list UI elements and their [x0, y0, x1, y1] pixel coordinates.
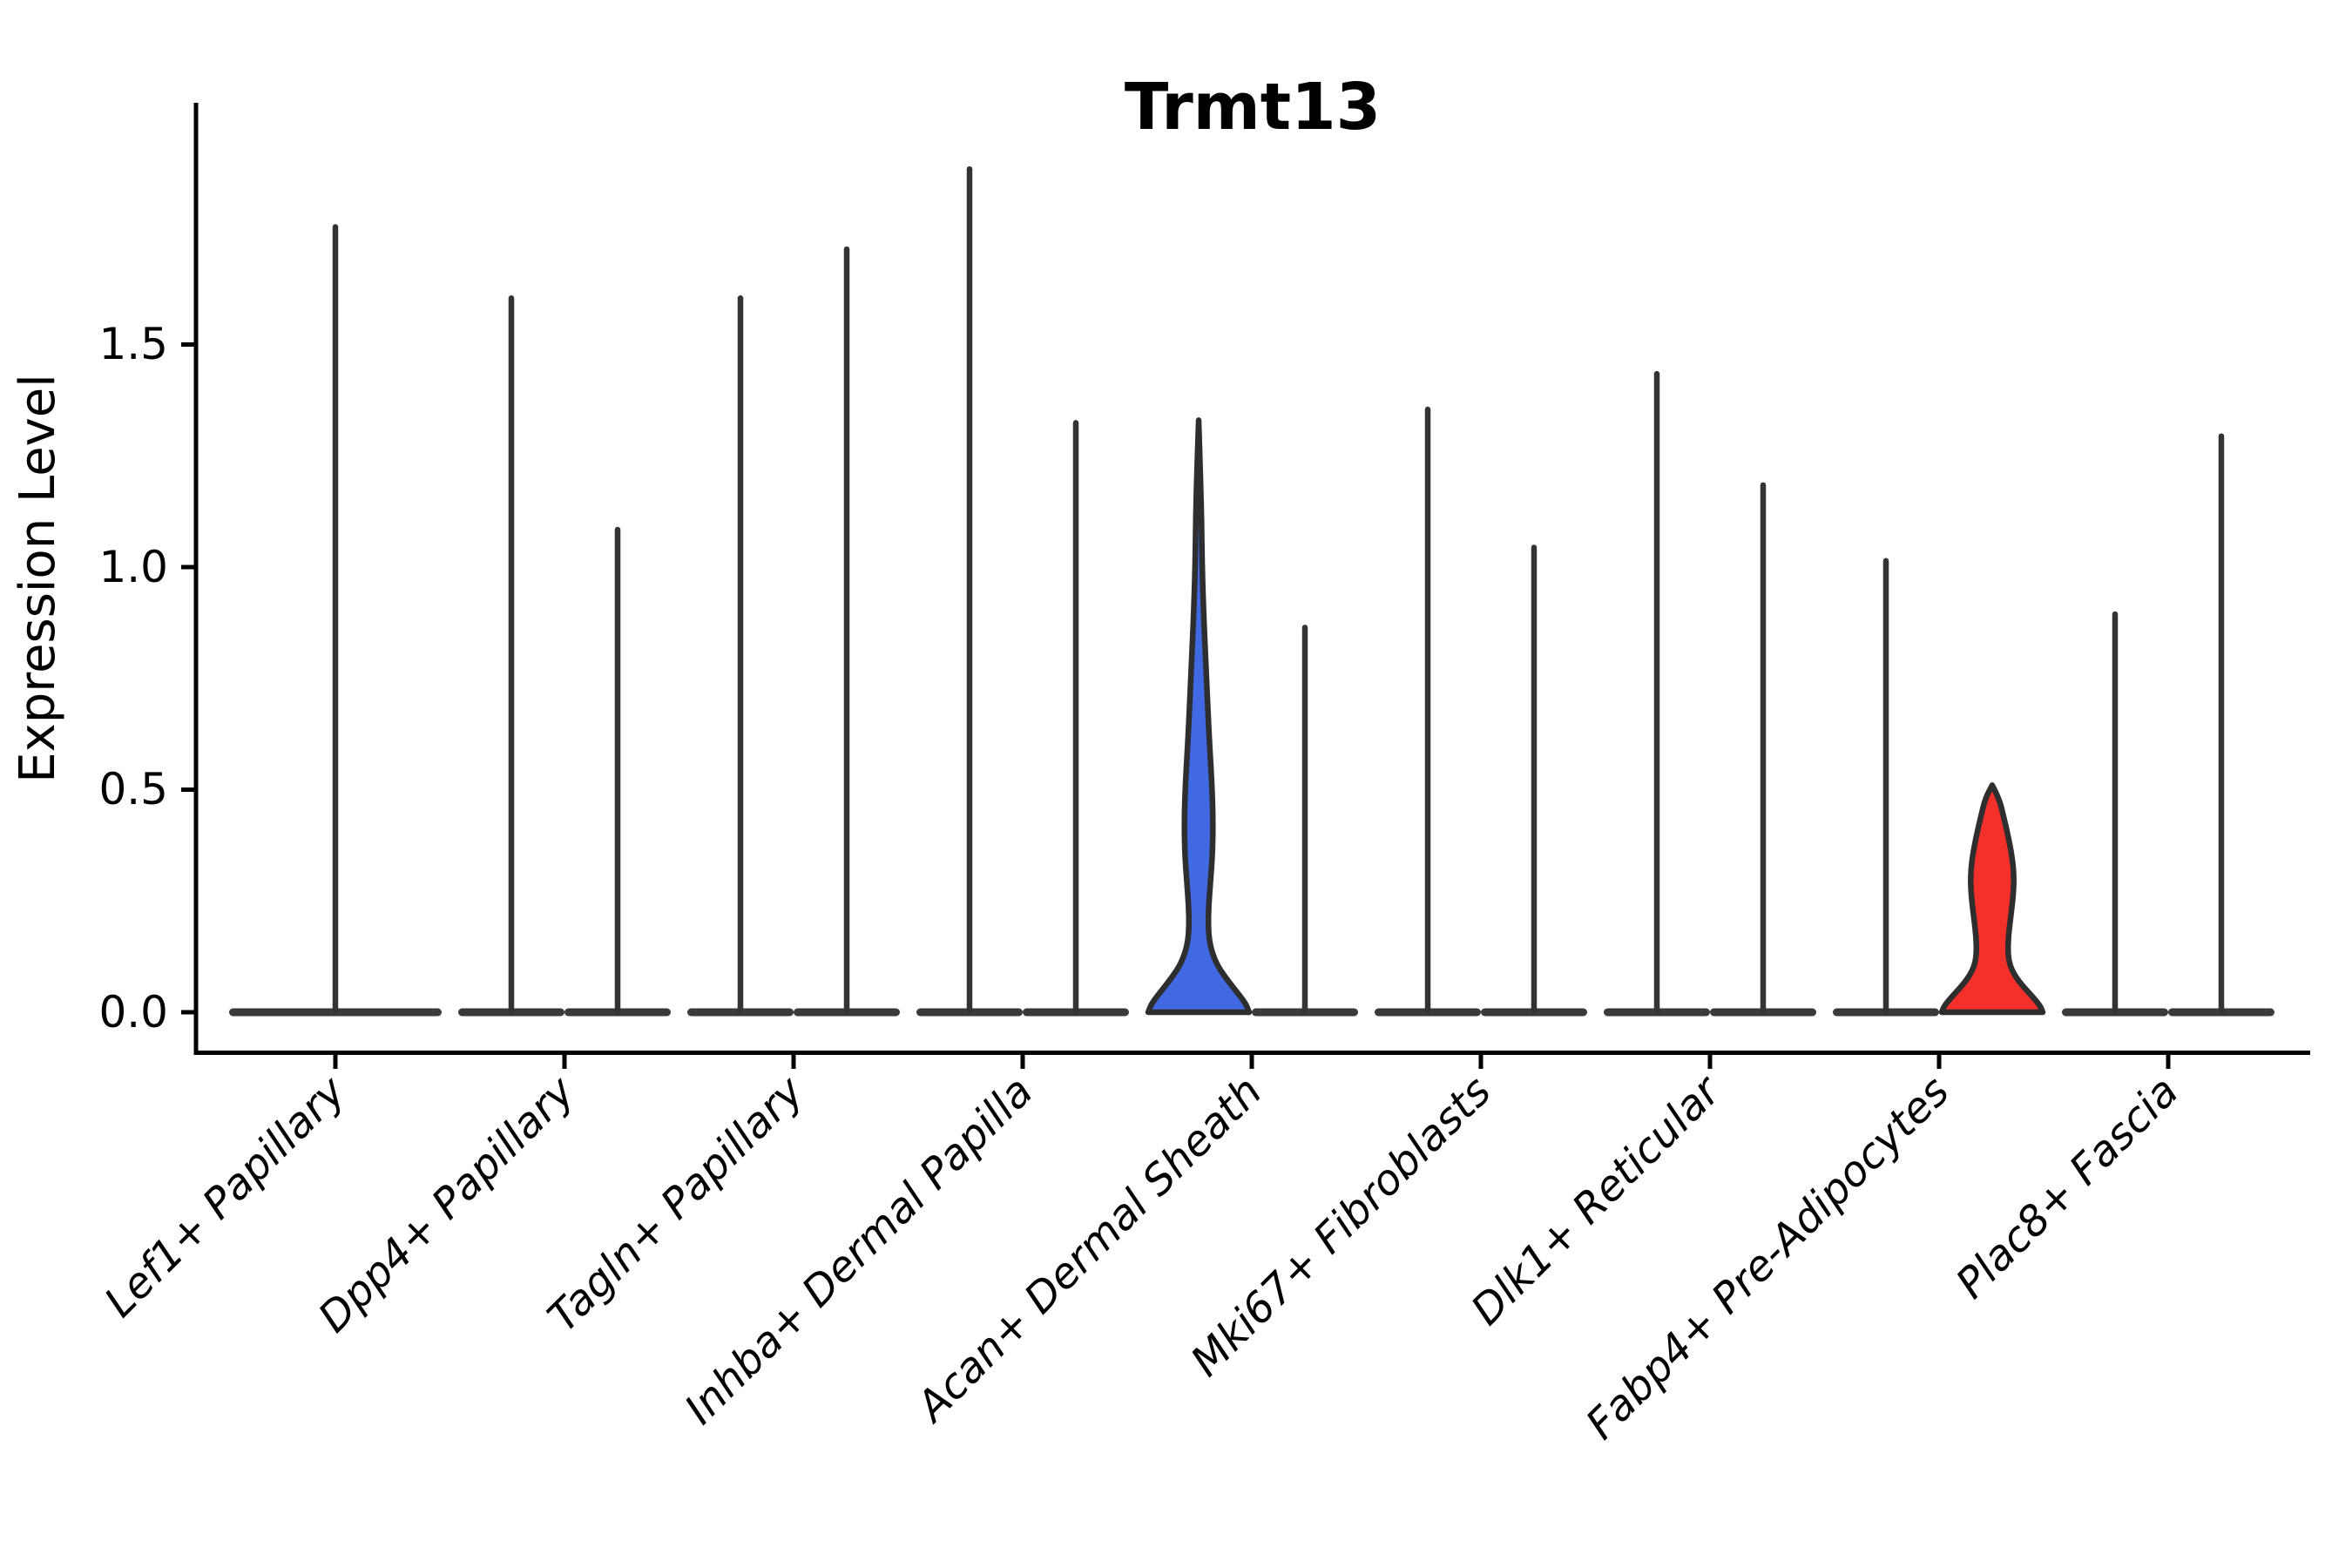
y-tick-mark — [181, 342, 196, 347]
x-tick-label: Plac8+ Fascia — [1947, 1067, 2188, 1308]
violin-filled — [1145, 417, 1253, 1016]
x-tick-mark — [1020, 1055, 1025, 1069]
x-tick-mark — [1478, 1055, 1484, 1069]
y-tick-mark — [181, 564, 196, 570]
y-tick-label: 0.5 — [98, 764, 168, 814]
x-tick-mark — [2166, 1055, 2171, 1069]
y-tick-mark — [181, 787, 196, 792]
violin-filled — [1938, 782, 2046, 1016]
x-tick-label: Dlk1+ Reticular — [1462, 1065, 1732, 1335]
x-axis-spine — [193, 1051, 2310, 1055]
x-axis-ticks — [333, 1055, 2171, 1069]
y-tick-label: 1.5 — [98, 319, 168, 369]
violins-layer — [229, 166, 2274, 1017]
plot-title: Trmt13 — [1125, 70, 1381, 145]
x-axis-tick-labels: Lef1+ Papillary Dpp4+ Papillary Tagln+ P… — [95, 1065, 2187, 1450]
x-tick-label: Lef1+ Papillary — [95, 1066, 355, 1327]
x-tick-mark — [562, 1055, 567, 1069]
y-axis-tick-labels: 0.0 0.5 1.0 1.5 — [98, 319, 168, 1037]
x-tick-mark — [1249, 1055, 1254, 1069]
y-tick-mark — [181, 1010, 196, 1015]
x-tick-mark — [791, 1055, 796, 1069]
y-tick-label: 0.0 — [98, 987, 168, 1037]
y-axis-label: Expression Level — [10, 374, 66, 783]
x-tick-mark — [1707, 1055, 1713, 1069]
x-tick-label: Fabp4+ Pre-Adipocytes — [1577, 1067, 1959, 1450]
y-tick-label: 1.0 — [98, 542, 168, 592]
y-axis-ticks — [181, 342, 196, 1015]
y-axis-spine — [193, 103, 199, 1055]
x-tick-label: Tagln+ Papillary — [538, 1066, 814, 1342]
x-tick-mark — [1936, 1055, 1942, 1069]
x-tick-label: Dpp4+ Papillary — [309, 1066, 585, 1342]
x-tick-mark — [333, 1055, 338, 1069]
